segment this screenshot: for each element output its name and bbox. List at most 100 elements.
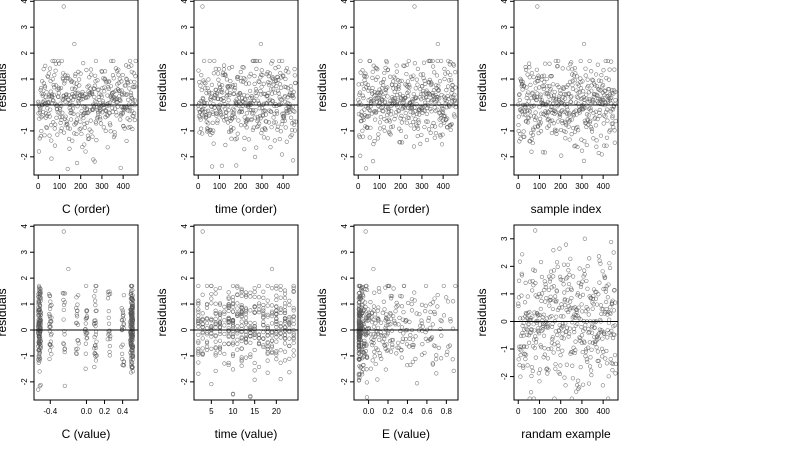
residual-point xyxy=(375,377,380,382)
residual-point xyxy=(93,358,99,363)
residual-point xyxy=(523,356,528,362)
residual-point xyxy=(586,312,591,317)
residual-point xyxy=(576,90,581,95)
residual-point xyxy=(36,285,42,290)
residual-point xyxy=(230,334,236,339)
residual-point xyxy=(384,60,389,65)
residual-point xyxy=(120,308,125,313)
residual-point xyxy=(557,246,562,251)
residual-point xyxy=(93,345,98,350)
residual-point xyxy=(589,69,594,74)
residual-point xyxy=(129,311,134,316)
residual-point xyxy=(256,364,262,370)
residual-point xyxy=(372,93,377,98)
residual-point xyxy=(389,103,394,108)
residual-point xyxy=(256,310,262,315)
residual-point xyxy=(388,349,394,354)
residual-point xyxy=(200,346,205,351)
point-group xyxy=(196,4,298,169)
x-tick-label: 0.2 xyxy=(99,407,111,416)
residual-point xyxy=(278,283,283,289)
residual-point xyxy=(265,93,270,98)
residual-point xyxy=(559,153,564,158)
residual-point xyxy=(529,149,534,154)
residual-point xyxy=(532,124,538,129)
residual-point xyxy=(548,87,553,92)
residual-point xyxy=(92,364,97,370)
residual-point xyxy=(226,305,231,310)
residual-point xyxy=(402,63,407,69)
residual-point xyxy=(380,310,385,315)
residual-point xyxy=(569,117,574,122)
residual-point xyxy=(230,352,236,357)
residual-point xyxy=(116,67,121,72)
residual-point xyxy=(435,304,440,309)
residual-point xyxy=(200,4,205,9)
residual-point xyxy=(385,94,390,99)
residual-point xyxy=(378,353,383,359)
y-tick-label: -1 xyxy=(500,127,509,135)
residual-point xyxy=(364,367,369,372)
residual-point xyxy=(92,318,97,323)
residual-point xyxy=(83,341,88,346)
residual-point xyxy=(248,290,253,295)
residual-point xyxy=(520,323,525,328)
residual-point xyxy=(356,323,361,328)
residual-point xyxy=(420,105,425,110)
y-tick-label: 2 xyxy=(340,275,349,280)
residual-point xyxy=(359,118,364,124)
residual-point xyxy=(414,111,420,117)
residual-point xyxy=(613,119,618,124)
residual-point xyxy=(568,305,573,310)
residual-point xyxy=(61,317,66,322)
residual-point xyxy=(544,76,549,82)
residual-point xyxy=(565,298,570,303)
residual-point xyxy=(75,112,80,117)
residual-point xyxy=(363,71,368,76)
residual-point xyxy=(607,67,612,72)
residual-point xyxy=(208,98,213,103)
residual-point xyxy=(384,119,389,124)
residual-point xyxy=(252,294,257,299)
residual-point xyxy=(445,349,450,354)
residual-point xyxy=(278,287,283,293)
residual-point xyxy=(387,283,392,289)
residual-point xyxy=(54,115,59,120)
residual-point xyxy=(274,319,279,324)
residual-point xyxy=(239,288,244,293)
residual-point xyxy=(36,149,41,154)
residual-point xyxy=(209,324,214,329)
residual-point xyxy=(551,284,556,289)
residual-point xyxy=(196,339,201,344)
residual-point xyxy=(71,80,77,85)
point-group xyxy=(196,229,296,400)
residual-point xyxy=(528,103,533,108)
residual-point xyxy=(384,312,389,317)
residual-point xyxy=(553,58,558,64)
residual-point xyxy=(130,321,135,326)
residual-point xyxy=(261,306,266,311)
residual-point xyxy=(591,293,596,299)
residual-point xyxy=(590,97,595,102)
residual-point xyxy=(425,91,430,97)
residual-point xyxy=(265,136,270,141)
residual-point xyxy=(256,307,262,312)
residual-point xyxy=(371,99,376,104)
residual-point xyxy=(204,347,210,352)
residual-point xyxy=(372,139,377,144)
residual-point xyxy=(562,109,567,114)
residual-point xyxy=(554,131,559,137)
residual-point xyxy=(226,317,231,322)
residual-point xyxy=(580,292,585,297)
residual-point xyxy=(274,283,279,289)
residual-point xyxy=(291,333,296,338)
residual-point xyxy=(427,91,432,96)
residual-point xyxy=(613,300,618,305)
residual-point xyxy=(287,328,292,333)
residual-point xyxy=(265,314,270,319)
residual-point xyxy=(594,302,600,307)
residual-point xyxy=(49,138,54,143)
